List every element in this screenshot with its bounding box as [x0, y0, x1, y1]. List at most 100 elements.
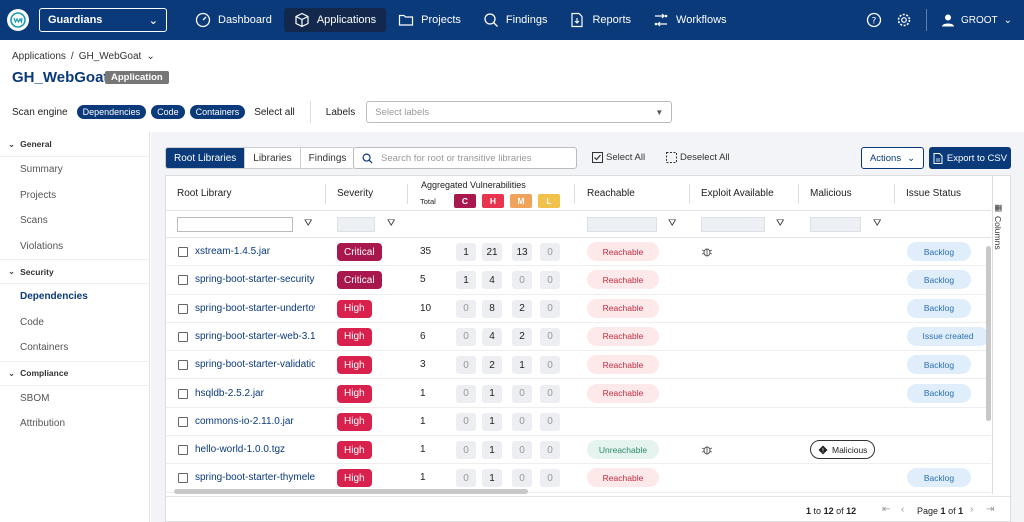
nav-applications[interactable]: Applications: [283, 8, 387, 32]
issue-status-badge[interactable]: Backlog: [907, 298, 971, 318]
first-page-icon[interactable]: ⇤: [882, 504, 891, 515]
table-row[interactable]: hsqldb-2.5.2.jar High 1 0 1 0 0 Reachable Backlo…: [166, 380, 991, 408]
table-row[interactable]: spring-boot-starter-validatio High 3 0 2 1 0 Re…: [166, 351, 991, 380]
deselect-all-button[interactable]: Deselect All: [666, 152, 730, 163]
table-row[interactable]: hello-world-1.0.0.tgz High 1 0 1 0 0 Unreachabl…: [166, 436, 991, 465]
filter-severity-input[interactable]: [337, 217, 375, 232]
table-row[interactable]: spring-boot-starter-web-3.1. High 6 0 4 2 0 Rea…: [166, 323, 991, 352]
last-page-icon[interactable]: ⇥: [986, 504, 995, 515]
library-link[interactable]: xstream-1.4.5.jar: [195, 246, 271, 257]
row-checkbox[interactable]: [178, 303, 188, 314]
chevron-down-icon[interactable]: ⌄: [146, 51, 155, 62]
vertical-scrollbar[interactable]: [986, 246, 991, 421]
nav-projects[interactable]: Projects: [388, 8, 471, 32]
breadcrumb-current[interactable]: GH_WebGoat: [78, 51, 142, 62]
sidebar-section-general[interactable]: ⌄ General: [0, 132, 149, 157]
table-row[interactable]: spring-boot-starter-undertow High 10 0 8 2 0 Re…: [166, 295, 991, 323]
col-reachable[interactable]: Reachable: [587, 188, 635, 199]
tab-root-libraries[interactable]: Root Libraries: [166, 148, 246, 168]
scan-engine-dependencies[interactable]: Dependencies: [76, 105, 147, 119]
library-link[interactable]: spring-boot-starter-thymeleaf: [195, 472, 315, 484]
column-divider[interactable]: [574, 184, 575, 204]
library-link[interactable]: spring-boot-starter-security-: [195, 274, 315, 286]
sidebar-item-containers[interactable]: Containers: [20, 342, 69, 354]
filter-reachable-input[interactable]: [587, 217, 657, 232]
scan-engine-containers[interactable]: Containers: [189, 105, 246, 119]
filter-icon[interactable]: ⛛: [668, 218, 677, 229]
horizontal-scrollbar[interactable]: [174, 489, 528, 494]
row-checkbox[interactable]: [178, 331, 188, 342]
col-severity[interactable]: Severity: [337, 188, 374, 199]
actions-button[interactable]: Actions ⌄: [861, 147, 924, 169]
select-all-engines[interactable]: Select all: [254, 106, 295, 118]
issue-status-badge[interactable]: Backlog: [907, 468, 971, 488]
scan-engine-code[interactable]: Code: [151, 105, 185, 119]
help-icon[interactable]: ?: [866, 12, 882, 28]
tab-libraries[interactable]: Libraries: [245, 148, 301, 168]
select-all-button[interactable]: Select All: [592, 152, 645, 163]
row-checkbox[interactable]: [178, 445, 188, 456]
sidebar-item-dependencies[interactable]: Dependencies: [20, 291, 88, 303]
column-divider[interactable]: [689, 184, 690, 204]
sidebar-item-violations[interactable]: Violations: [20, 240, 64, 252]
columns-panel-label[interactable]: ▦ Columns: [993, 204, 1005, 250]
table-row[interactable]: commons-io-2.11.0.jar High 1 0 1 0 0: [166, 408, 991, 437]
sidebar-item-scans[interactable]: Scans: [20, 215, 48, 227]
library-link[interactable]: spring-boot-starter-validatio: [195, 359, 315, 371]
row-checkbox[interactable]: [178, 416, 188, 427]
sidebar-section-compliance[interactable]: ⌄ Compliance: [0, 360, 149, 386]
filter-icon[interactable]: ⛛: [776, 218, 785, 229]
next-page-icon[interactable]: ›: [970, 504, 974, 515]
column-divider[interactable]: [894, 184, 895, 204]
sidebar-item-attribution[interactable]: Attribution: [20, 418, 66, 430]
labels-select[interactable]: Select labels ▼: [366, 101, 673, 123]
library-link[interactable]: spring-boot-starter-undertow: [195, 302, 315, 314]
column-divider[interactable]: [325, 184, 326, 204]
col-exploit-available[interactable]: Exploit Available: [701, 188, 774, 199]
tab-findings[interactable]: Findings: [308, 152, 347, 164]
user-menu[interactable]: GROOT ⌄: [941, 13, 1012, 27]
breadcrumb-applications[interactable]: Applications: [12, 51, 66, 62]
library-link[interactable]: hsqldb-2.5.2.jar: [195, 387, 264, 399]
filter-exploit-input[interactable]: [701, 217, 765, 232]
gear-icon[interactable]: [896, 12, 912, 28]
issue-status-badge[interactable]: Backlog: [907, 242, 971, 261]
app-logo[interactable]: [7, 9, 29, 31]
nav-workflows[interactable]: Workflows: [643, 8, 737, 32]
sidebar-item-sbom[interactable]: SBOM: [20, 392, 50, 404]
issue-status-badge[interactable]: Backlog: [907, 355, 971, 375]
col-malicious[interactable]: Malicious: [810, 188, 852, 199]
library-search-input[interactable]: Search for root or transitive libraries: [353, 147, 577, 169]
row-checkbox[interactable]: [178, 360, 188, 371]
nav-findings[interactable]: Findings: [473, 8, 558, 32]
filter-root-library-input[interactable]: [177, 217, 293, 232]
sidebar-item-projects[interactable]: Projects: [20, 189, 57, 201]
row-checkbox[interactable]: [178, 275, 188, 286]
column-divider[interactable]: [407, 184, 408, 204]
nav-dashboard[interactable]: Dashboard: [185, 8, 282, 32]
previous-page-icon[interactable]: ‹: [901, 504, 905, 515]
sidebar-item-code[interactable]: Code: [20, 316, 44, 328]
issue-status-badge[interactable]: Issue created: [907, 326, 989, 346]
issue-status-badge[interactable]: Backlog: [907, 270, 971, 290]
columns-panel-toggle[interactable]: [992, 176, 1012, 494]
filter-icon[interactable]: ⛛: [387, 218, 396, 229]
org-select[interactable]: Guardians ⌄: [39, 8, 167, 32]
library-link[interactable]: spring-boot-starter-web-3.1.: [195, 330, 315, 342]
table-row[interactable]: xstream-1.4.5.jar Critical 35 1 21 13 0 Reachab…: [166, 238, 991, 267]
issue-status-badge[interactable]: Backlog: [907, 383, 971, 403]
library-link[interactable]: hello-world-1.0.0.tgz: [195, 444, 286, 456]
library-link[interactable]: commons-io-2.11.0.jar: [195, 415, 294, 427]
sidebar-section-security[interactable]: ⌄ Security: [0, 259, 149, 284]
column-divider[interactable]: [798, 184, 799, 204]
nav-reports[interactable]: Reports: [559, 8, 641, 32]
table-row[interactable]: spring-boot-starter-security- Critical 5 1 4…: [166, 266, 991, 295]
table-row[interactable]: spring-boot-starter-thymeleaf High 1 0 1 0 0 Re…: [166, 464, 991, 493]
export-csv-button[interactable]: Export to CSV: [929, 147, 1011, 169]
row-checkbox[interactable]: [178, 247, 188, 257]
filter-icon[interactable]: ⛛: [304, 218, 313, 229]
col-root-library[interactable]: Root Library: [177, 188, 232, 199]
row-checkbox[interactable]: [178, 388, 188, 399]
row-checkbox[interactable]: [178, 473, 188, 484]
col-issue-status[interactable]: Issue Status: [906, 188, 962, 199]
